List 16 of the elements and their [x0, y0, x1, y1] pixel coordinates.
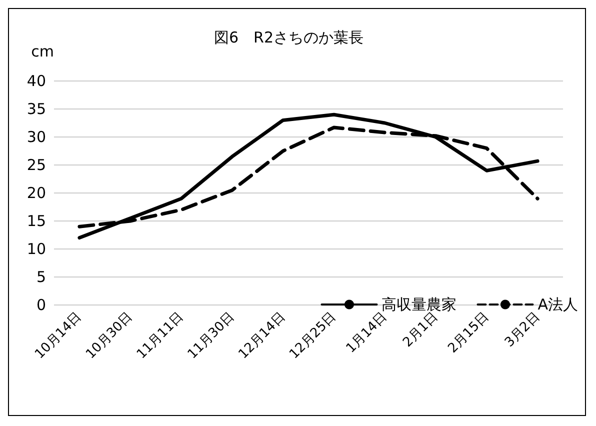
y-tick-label: 40: [26, 72, 46, 90]
line-series: [78, 112, 540, 240]
y-tick-label: 15: [26, 212, 46, 230]
x-tick-label: 11月11日: [134, 310, 187, 362]
y-tick-label: 30: [26, 128, 46, 146]
x-tick-label: 11月30日: [185, 310, 238, 362]
x-tick-label: 12月25日: [286, 310, 340, 362]
y-tick-label: 5: [36, 268, 46, 286]
y-tick-label: 35: [26, 100, 46, 118]
y-tick-label: 10: [26, 240, 46, 258]
y-tick-label: 20: [26, 184, 46, 202]
y-axis-title: cm: [31, 42, 54, 60]
chart-title: 図6 R2さちのか葉長: [214, 28, 364, 46]
x-tick-label: 10月30日: [83, 310, 136, 362]
y-tick-label: 25: [26, 156, 46, 174]
x-tick-label: 12月14日: [236, 310, 288, 362]
